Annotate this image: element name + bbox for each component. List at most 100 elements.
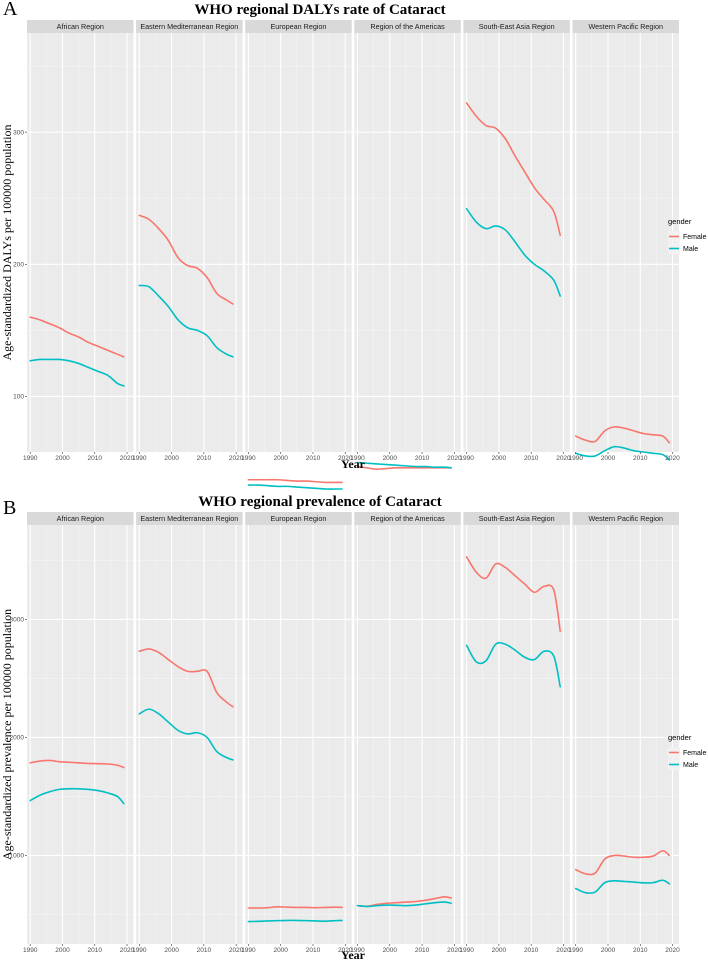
x-tick-label: 2000 — [601, 455, 616, 462]
facet-background — [136, 33, 243, 452]
x-tick-label: 1990 — [241, 455, 256, 462]
x-tick-label: 2010 — [88, 455, 103, 462]
y-tick-label: 2000 — [10, 735, 25, 742]
x-tick-label: 1990 — [132, 947, 147, 954]
x-tick-label: 2000 — [383, 947, 398, 954]
series-line-female — [138, 648, 234, 708]
x-tick-label: 2000 — [164, 947, 179, 954]
x-tick-label: 2010 — [633, 947, 648, 954]
series-line-female — [247, 478, 343, 484]
legend: gender Female Male — [668, 217, 706, 254]
facet-strip-label: European Region — [270, 514, 326, 523]
x-tick-label: 2020 — [665, 455, 680, 462]
legend-title: gender — [668, 733, 692, 742]
facet-strip — [572, 512, 679, 525]
x-tick-label: 2010 — [633, 455, 648, 462]
y-tick-label: 300 — [13, 129, 24, 136]
facet-strip-label: South-East Asia Region — [479, 514, 555, 523]
series-line-male — [29, 358, 125, 387]
facet-panel: South-East Asia Region 1990 2000 2010 2020 — [459, 512, 571, 954]
facet-strip-label: European Region — [270, 22, 326, 31]
facet-panel: Eastern Mediterranean Region 1990 2000 2010… — [132, 20, 244, 462]
legend-label-male: Male — [683, 246, 698, 253]
x-tick-label: 2010 — [415, 947, 430, 954]
x-tick-label: 2020 — [447, 947, 462, 954]
x-tick-label: 2020 — [556, 947, 571, 954]
series-line-male — [29, 787, 125, 805]
facet-panel: Region of the Americas 1990 2000 2010 2020 — [350, 512, 462, 954]
x-tick-label: 2000 — [273, 455, 288, 462]
series-line-male — [356, 901, 452, 908]
x-tick-label: 2000 — [601, 947, 616, 954]
series-line-male — [138, 284, 234, 358]
facet-strip — [245, 20, 352, 33]
facet-strip — [136, 512, 243, 525]
x-tick-label: 2020 — [338, 455, 353, 462]
x-tick-label: 1990 — [350, 947, 365, 954]
facet-panel: South-East Asia Region 1990 2000 2010 2020 — [459, 20, 571, 462]
facet-strip — [463, 512, 570, 525]
x-tick-label: 1990 — [23, 947, 38, 954]
x-tick-label: 2010 — [306, 947, 321, 954]
y-tick-label: 100 — [13, 394, 24, 401]
x-tick-label: 2000 — [164, 455, 179, 462]
series-line-female — [574, 425, 671, 444]
x-tick-label: 1990 — [568, 947, 583, 954]
x-tick-label: 2000 — [55, 947, 70, 954]
facet-panel: Western Pacific Region 1990 2000 2010 2020 — [568, 512, 680, 954]
facet-background — [27, 33, 134, 452]
x-tick-label: 2000 — [492, 455, 507, 462]
facet-panel: European Region 1990 2000 2010 2020 — [241, 512, 353, 954]
x-tick-label: 1990 — [23, 455, 38, 462]
x-tick-label: 2020 — [120, 455, 135, 462]
x-tick-label: 2000 — [492, 947, 507, 954]
x-tick-label: 2020 — [447, 455, 462, 462]
facet-background — [354, 33, 461, 452]
x-tick-label: 1990 — [350, 455, 365, 462]
facet-strip — [136, 20, 243, 33]
facet-strip — [463, 20, 570, 33]
series-line-male — [247, 919, 343, 923]
facet-panel: Region of the Americas 1990 2000 2010 2020 — [350, 20, 462, 470]
series-line-male — [247, 484, 343, 490]
series-line-female — [138, 214, 234, 305]
x-tick-label: 2000 — [55, 455, 70, 462]
x-axis-title: Year — [341, 457, 366, 471]
legend-title: gender — [668, 217, 692, 226]
facet-strip-label: Western Pacific Region — [588, 22, 663, 31]
legend: gender Female Male — [668, 733, 706, 770]
facet-strip — [354, 20, 461, 33]
panel-label: B — [3, 497, 16, 519]
x-tick-label: 2010 — [197, 455, 212, 462]
y-tick-label: 3000 — [10, 617, 25, 624]
series-line-female — [29, 759, 125, 769]
x-tick-label: 2010 — [524, 455, 539, 462]
x-tick-label: 2020 — [229, 455, 244, 462]
facet-background — [245, 33, 352, 452]
legend-label-female: Female — [683, 234, 706, 241]
y-tick-label: 1000 — [10, 853, 25, 860]
x-tick-label: 2020 — [120, 947, 135, 954]
series-line-female — [465, 556, 562, 633]
facet-background — [354, 525, 461, 944]
x-tick-label: 1990 — [132, 455, 147, 462]
series-line-male — [574, 879, 671, 895]
x-tick-label: 1990 — [459, 947, 474, 954]
series-line-male — [356, 461, 452, 469]
facet-background — [245, 525, 352, 944]
chart-title: WHO regional DALYs rate of Cataract — [194, 2, 445, 18]
facet-panel: Eastern Mediterranean Region 1990 2000 2010… — [132, 512, 244, 954]
chart-title: WHO regional prevalence of Cataract — [198, 494, 442, 510]
x-tick-label: 2000 — [273, 947, 288, 954]
facet-background — [27, 525, 134, 944]
panel-label: A — [3, 0, 18, 20]
series-line-male — [574, 445, 671, 461]
x-tick-label: 2020 — [665, 947, 680, 954]
x-tick-label: 2000 — [383, 455, 398, 462]
x-tick-label: 2010 — [306, 455, 321, 462]
facet-strip-label: South-East Asia Region — [479, 22, 555, 31]
y-tick-label: 200 — [13, 262, 24, 269]
series-line-male — [465, 641, 562, 688]
series-line-female — [356, 895, 452, 908]
